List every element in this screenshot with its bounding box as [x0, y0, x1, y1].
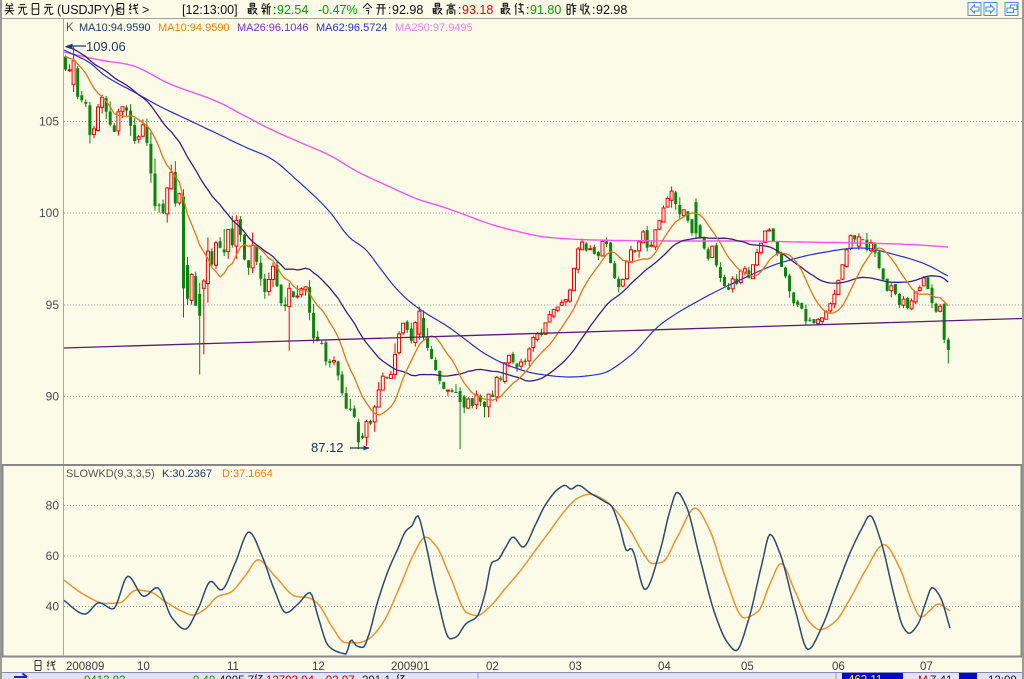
svg-text:100: 100 — [39, 206, 59, 220]
svg-text:200809: 200809 — [66, 661, 104, 673]
svg-text::: : — [273, 3, 276, 17]
svg-text:-92.97: -92.97 — [322, 675, 355, 679]
svg-text::: : — [526, 3, 529, 17]
svg-text:109.06: 109.06 — [86, 39, 126, 54]
svg-text:200901: 200901 — [391, 661, 429, 673]
svg-text::: : — [592, 3, 595, 17]
svg-text:291.1: 291.1 — [362, 675, 391, 679]
svg-text:12703.94: 12703.94 — [266, 675, 315, 679]
svg-text:K:30.2367: K:30.2367 — [162, 468, 212, 480]
svg-text:7.41: 7.41 — [930, 675, 952, 679]
svg-text:(USDJPY)<: (USDJPY)< — [57, 3, 122, 17]
svg-text:MA10:94.9590: MA10:94.9590 — [158, 22, 230, 34]
svg-text:95: 95 — [46, 298, 60, 312]
svg-text:02: 02 — [486, 661, 499, 673]
svg-text::: : — [458, 3, 461, 17]
svg-text:M: M — [918, 675, 928, 679]
svg-text:11: 11 — [227, 661, 239, 673]
svg-text:[12:13:00]: [12:13:00] — [182, 3, 238, 17]
svg-text:D:37.1664: D:37.1664 — [222, 468, 273, 480]
svg-text:04: 04 — [658, 661, 671, 673]
svg-text:MA250:97.9495: MA250:97.9495 — [395, 22, 473, 34]
svg-text:462.11: 462.11 — [848, 675, 882, 679]
svg-text:91.80: 91.80 — [530, 3, 561, 17]
svg-text:92.98: 92.98 — [392, 3, 423, 17]
svg-text:4005.7: 4005.7 — [219, 675, 254, 679]
svg-text:93.18: 93.18 — [462, 3, 493, 17]
svg-text:60: 60 — [46, 549, 60, 563]
svg-text:05: 05 — [741, 661, 754, 673]
svg-text:06: 06 — [832, 661, 845, 673]
svg-text:>: > — [142, 3, 149, 17]
svg-text::: : — [388, 3, 391, 17]
svg-text:MA26:96.1046: MA26:96.1046 — [237, 22, 309, 34]
svg-text:07: 07 — [920, 661, 933, 673]
svg-text:12: 12 — [312, 661, 325, 673]
svg-text:12:09: 12:09 — [988, 675, 1017, 679]
svg-text:92.98: 92.98 — [596, 3, 627, 17]
svg-text:9413.93: 9413.93 — [84, 675, 126, 679]
svg-text:87.12: 87.12 — [311, 440, 344, 455]
svg-text:MA62:96.5724: MA62:96.5724 — [316, 22, 388, 34]
svg-text:92.54: 92.54 — [277, 3, 308, 17]
svg-text:80: 80 — [46, 499, 60, 513]
svg-text:10: 10 — [137, 661, 150, 673]
svg-text:105: 105 — [39, 114, 59, 128]
svg-text:MA10:94.9590: MA10:94.9590 — [79, 22, 151, 34]
svg-text:90: 90 — [46, 390, 60, 404]
svg-text:SLOWKD(9,3,3,5): SLOWKD(9,3,3,5) — [66, 468, 155, 480]
svg-text:03: 03 — [569, 661, 582, 673]
svg-text:-0.47%: -0.47% — [318, 3, 358, 17]
svg-text:40: 40 — [46, 600, 60, 614]
svg-text:K: K — [66, 22, 74, 34]
svg-text:-0.40: -0.40 — [189, 675, 215, 679]
